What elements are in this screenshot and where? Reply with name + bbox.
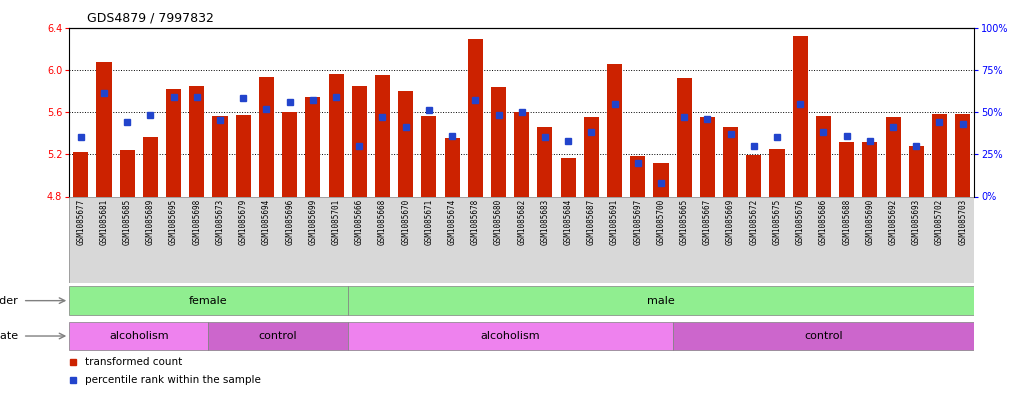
Text: GSM1085687: GSM1085687: [587, 199, 596, 245]
Bar: [631, 156, 646, 196]
Bar: [537, 127, 552, 196]
Text: GSM1085679: GSM1085679: [239, 199, 248, 245]
Bar: [700, 117, 715, 196]
Text: percentile rank within the sample: percentile rank within the sample: [85, 375, 261, 385]
Bar: [97, 62, 112, 196]
Bar: [584, 117, 599, 196]
Text: GSM1085695: GSM1085695: [169, 199, 178, 245]
Text: GSM1085690: GSM1085690: [865, 199, 875, 245]
Bar: [142, 137, 158, 196]
Bar: [213, 116, 228, 196]
Bar: [236, 115, 251, 196]
Text: GSM1085696: GSM1085696: [285, 199, 294, 245]
Text: GSM1085693: GSM1085693: [912, 199, 920, 245]
Text: GSM1085692: GSM1085692: [889, 199, 898, 245]
Bar: [723, 127, 738, 196]
Text: GSM1085677: GSM1085677: [76, 199, 85, 245]
Text: GSM1085675: GSM1085675: [773, 199, 781, 245]
Text: GSM1085685: GSM1085685: [123, 199, 131, 245]
Bar: [352, 86, 367, 196]
Text: alcoholism: alcoholism: [480, 331, 540, 341]
Bar: [375, 75, 390, 196]
Bar: [305, 97, 320, 196]
Text: GSM1085678: GSM1085678: [471, 199, 480, 245]
Text: GSM1085684: GSM1085684: [563, 199, 573, 245]
Bar: [73, 152, 88, 196]
Text: GSM1085703: GSM1085703: [958, 199, 967, 245]
Bar: [792, 36, 807, 197]
Text: GSM1085669: GSM1085669: [726, 199, 735, 245]
Bar: [770, 149, 784, 196]
Bar: [862, 141, 878, 196]
Text: GSM1085700: GSM1085700: [656, 199, 665, 245]
Text: GSM1085691: GSM1085691: [610, 199, 619, 245]
Bar: [69, 322, 208, 350]
Bar: [515, 112, 529, 196]
Bar: [166, 89, 181, 196]
Text: GSM1085682: GSM1085682: [518, 199, 526, 245]
Bar: [839, 141, 854, 196]
Text: GSM1085668: GSM1085668: [378, 199, 387, 245]
Bar: [282, 112, 297, 196]
Bar: [421, 116, 436, 196]
Text: disease state: disease state: [0, 331, 18, 341]
Bar: [607, 64, 622, 196]
Bar: [348, 322, 672, 350]
Text: alcoholism: alcoholism: [109, 331, 169, 341]
Text: GSM1085673: GSM1085673: [216, 199, 225, 245]
Bar: [398, 91, 413, 196]
Bar: [746, 155, 762, 196]
Bar: [468, 39, 483, 197]
Text: GSM1085697: GSM1085697: [634, 199, 643, 245]
Text: GSM1085698: GSM1085698: [192, 199, 201, 245]
Bar: [909, 146, 923, 196]
Text: GSM1085686: GSM1085686: [819, 199, 828, 245]
Text: GSM1085688: GSM1085688: [842, 199, 851, 245]
Text: male: male: [647, 296, 675, 306]
Bar: [816, 116, 831, 196]
Bar: [348, 286, 974, 315]
Text: control: control: [804, 331, 843, 341]
Text: GSM1085672: GSM1085672: [750, 199, 759, 245]
Bar: [120, 150, 134, 196]
Bar: [328, 74, 344, 196]
Text: GSM1085681: GSM1085681: [100, 199, 109, 245]
Text: GDS4879 / 7997832: GDS4879 / 7997832: [87, 12, 215, 25]
Text: female: female: [189, 296, 228, 306]
Text: GSM1085667: GSM1085667: [703, 199, 712, 245]
Bar: [560, 158, 576, 196]
Bar: [886, 117, 901, 196]
Text: GSM1085699: GSM1085699: [308, 199, 317, 245]
Bar: [654, 163, 668, 196]
Text: GSM1085702: GSM1085702: [935, 199, 944, 245]
Text: transformed count: transformed count: [85, 357, 183, 367]
Bar: [189, 86, 204, 196]
Bar: [676, 78, 692, 196]
Text: GSM1085665: GSM1085665: [679, 199, 689, 245]
Bar: [208, 322, 348, 350]
Bar: [672, 322, 974, 350]
Text: control: control: [258, 331, 297, 341]
Text: gender: gender: [0, 296, 18, 306]
Text: GSM1085674: GSM1085674: [447, 199, 457, 245]
Text: GSM1085701: GSM1085701: [332, 199, 341, 245]
Text: GSM1085680: GSM1085680: [494, 199, 503, 245]
Text: GSM1085694: GSM1085694: [262, 199, 271, 245]
Bar: [955, 114, 970, 196]
Bar: [444, 138, 460, 196]
Text: GSM1085689: GSM1085689: [145, 199, 155, 245]
Text: GSM1085671: GSM1085671: [424, 199, 433, 245]
Text: GSM1085666: GSM1085666: [355, 199, 364, 245]
Text: GSM1085676: GSM1085676: [795, 199, 804, 245]
Text: GSM1085670: GSM1085670: [401, 199, 410, 245]
Bar: [69, 286, 348, 315]
Bar: [259, 77, 274, 196]
Bar: [932, 114, 947, 196]
Text: GSM1085683: GSM1085683: [540, 199, 549, 245]
Bar: [491, 87, 506, 196]
